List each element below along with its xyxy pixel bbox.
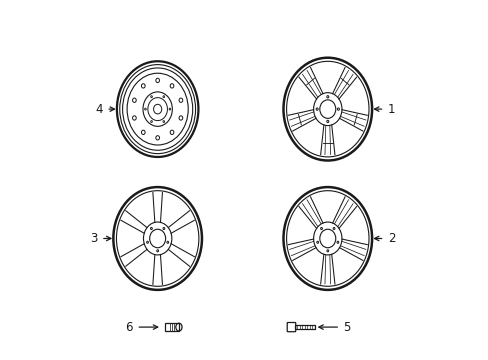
Bar [164, 323, 179, 331]
Text: 6: 6 [125, 321, 133, 334]
Text: 5: 5 [343, 321, 350, 334]
Text: 2: 2 [387, 232, 394, 245]
Text: 1: 1 [387, 103, 394, 116]
Bar [294, 325, 314, 329]
Text: 4: 4 [95, 103, 102, 116]
Text: 3: 3 [90, 232, 97, 245]
